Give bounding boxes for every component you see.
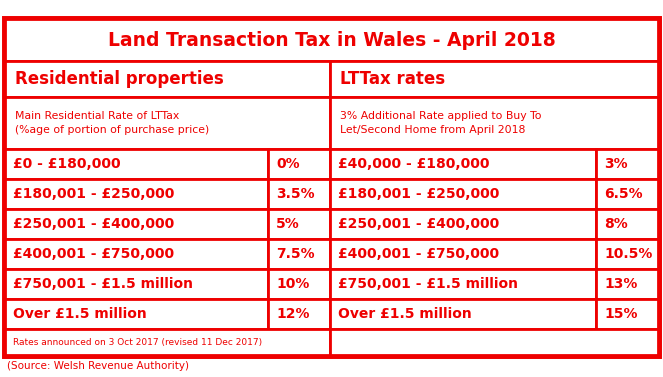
FancyBboxPatch shape xyxy=(5,149,268,179)
Text: 10%: 10% xyxy=(276,277,310,291)
FancyBboxPatch shape xyxy=(268,269,330,299)
Text: Land Transaction Tax in Wales - April 2018: Land Transaction Tax in Wales - April 20… xyxy=(107,31,556,49)
FancyBboxPatch shape xyxy=(330,239,596,269)
FancyBboxPatch shape xyxy=(268,239,330,269)
Text: Rates announced on 3 Oct 2017 (revised 11 Dec 2017): Rates announced on 3 Oct 2017 (revised 1… xyxy=(13,337,262,346)
Text: 10.5%: 10.5% xyxy=(604,247,652,261)
FancyBboxPatch shape xyxy=(330,179,596,209)
FancyBboxPatch shape xyxy=(330,149,596,179)
FancyBboxPatch shape xyxy=(596,209,658,239)
Text: £250,001 - £400,000: £250,001 - £400,000 xyxy=(13,217,174,231)
Text: (Source: Welsh Revenue Authority): (Source: Welsh Revenue Authority) xyxy=(7,361,189,371)
FancyBboxPatch shape xyxy=(330,329,658,355)
Text: £250,001 - £400,000: £250,001 - £400,000 xyxy=(338,217,499,231)
FancyBboxPatch shape xyxy=(330,299,596,329)
FancyBboxPatch shape xyxy=(5,269,268,299)
FancyBboxPatch shape xyxy=(5,19,658,355)
FancyBboxPatch shape xyxy=(268,149,330,179)
Text: 13%: 13% xyxy=(604,277,637,291)
FancyBboxPatch shape xyxy=(330,61,658,97)
Text: £180,001 - £250,000: £180,001 - £250,000 xyxy=(338,187,499,201)
Text: 8%: 8% xyxy=(604,217,628,231)
Text: £40,000 - £180,000: £40,000 - £180,000 xyxy=(338,157,489,171)
FancyBboxPatch shape xyxy=(596,239,658,269)
Text: LTTax rates: LTTax rates xyxy=(340,70,445,88)
FancyBboxPatch shape xyxy=(5,19,658,61)
Text: £400,001 - £750,000: £400,001 - £750,000 xyxy=(13,247,174,261)
Text: 3%: 3% xyxy=(604,157,628,171)
FancyBboxPatch shape xyxy=(5,239,268,269)
Text: 0%: 0% xyxy=(276,157,300,171)
Text: Over £1.5 million: Over £1.5 million xyxy=(338,307,472,321)
Text: 3% Additional Rate applied to Buy To
Let/Second Home from April 2018: 3% Additional Rate applied to Buy To Let… xyxy=(340,110,542,135)
FancyBboxPatch shape xyxy=(5,299,268,329)
Text: 12%: 12% xyxy=(276,307,310,321)
Text: £0 - £180,000: £0 - £180,000 xyxy=(13,157,121,171)
Text: £750,001 - £1.5 million: £750,001 - £1.5 million xyxy=(338,277,518,291)
Text: Residential properties: Residential properties xyxy=(15,70,223,88)
FancyBboxPatch shape xyxy=(5,179,268,209)
FancyBboxPatch shape xyxy=(596,149,658,179)
FancyBboxPatch shape xyxy=(5,329,330,355)
FancyBboxPatch shape xyxy=(330,97,658,149)
Text: Main Residential Rate of LTTax
(%age of portion of purchase price): Main Residential Rate of LTTax (%age of … xyxy=(15,110,210,135)
FancyBboxPatch shape xyxy=(5,97,330,149)
FancyBboxPatch shape xyxy=(268,299,330,329)
FancyBboxPatch shape xyxy=(596,269,658,299)
FancyBboxPatch shape xyxy=(596,179,658,209)
FancyBboxPatch shape xyxy=(268,209,330,239)
FancyBboxPatch shape xyxy=(330,209,596,239)
Text: 3.5%: 3.5% xyxy=(276,187,315,201)
Text: £180,001 - £250,000: £180,001 - £250,000 xyxy=(13,187,174,201)
FancyBboxPatch shape xyxy=(330,269,596,299)
FancyBboxPatch shape xyxy=(5,209,268,239)
Text: 7.5%: 7.5% xyxy=(276,247,315,261)
FancyBboxPatch shape xyxy=(596,299,658,329)
Text: 5%: 5% xyxy=(276,217,300,231)
FancyBboxPatch shape xyxy=(268,179,330,209)
Text: 15%: 15% xyxy=(604,307,638,321)
Text: Over £1.5 million: Over £1.5 million xyxy=(13,307,147,321)
FancyBboxPatch shape xyxy=(5,61,330,97)
Text: 6.5%: 6.5% xyxy=(604,187,642,201)
Text: £400,001 - £750,000: £400,001 - £750,000 xyxy=(338,247,499,261)
Text: £750,001 - £1.5 million: £750,001 - £1.5 million xyxy=(13,277,193,291)
